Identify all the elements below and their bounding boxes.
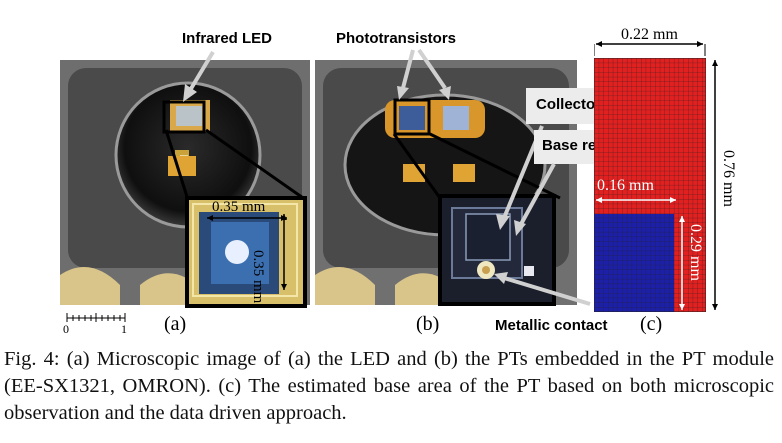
panel-c-height-arrow — [712, 60, 718, 310]
panel-b-zoom-lines — [392, 132, 561, 200]
metallic-contact-label: Metallic contact — [495, 317, 608, 334]
panel-a-height-label: 0.35 mm — [250, 250, 266, 304]
panel-a-width-arrow — [207, 215, 287, 221]
panel-c-mesh — [594, 58, 706, 312]
panel-c-width-arrow — [594, 41, 706, 56]
panel-b-label: (b) — [416, 313, 440, 335]
panel-c-base-height-arrow — [679, 216, 685, 310]
scale-bar — [66, 313, 126, 322]
panel-c-width-label: 0.22 mm — [621, 26, 678, 43]
panel-a-zoom-lines — [164, 128, 307, 202]
panel-c-height-label: 0.76 mm — [720, 150, 737, 207]
infrared-led-arrow — [183, 50, 215, 102]
panel-a-label: (a) — [164, 313, 187, 335]
panel-a-inset-zoom — [185, 196, 307, 308]
panel-c-base-width-label: 0.16 mm — [597, 177, 654, 194]
phototransistors-label: Phototransistors — [336, 30, 457, 47]
scale-tick-0: 0 — [63, 322, 69, 336]
figure-caption: Fig. 4: (a) Microscopic image of (a) the… — [4, 348, 774, 424]
panel-a-height-arrow — [281, 214, 287, 290]
panel-c-base-width-arrow — [596, 197, 676, 203]
panel-b-inset-zoom — [438, 194, 556, 306]
infrared-led-label: Infrared LED — [182, 30, 273, 47]
scale-tick-1: 1 — [121, 322, 127, 336]
panel-a-width-label: 0.35 mm — [212, 199, 266, 215]
panel-c-label: (c) — [640, 313, 663, 335]
metallic-contact-arrow — [494, 272, 591, 306]
panel-c-base-height-label: 0.29 mm — [687, 224, 704, 281]
base-region-arrow — [514, 163, 556, 236]
phototransistors-arrows — [397, 48, 451, 100]
